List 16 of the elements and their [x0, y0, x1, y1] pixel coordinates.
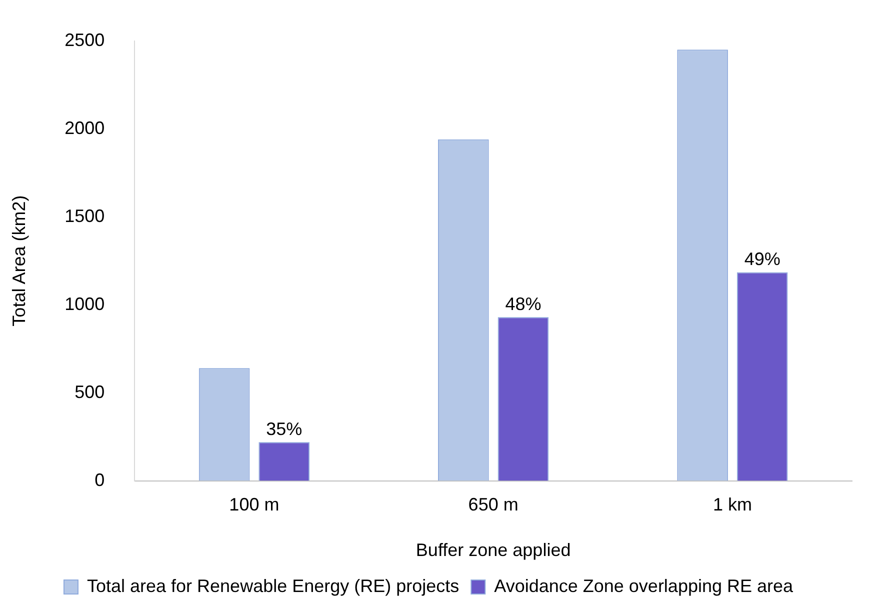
y-tick-label: 2500 [64, 30, 105, 50]
y-tick-label: 1500 [64, 206, 105, 226]
x-tick-label: 1 km [712, 494, 752, 515]
y-tick-label: 2000 [64, 118, 105, 138]
y-tick-label: 500 [74, 382, 105, 402]
legend-label: Total area for Renewable Energy (RE) projects [86, 576, 460, 596]
annotation: 35% [266, 419, 302, 440]
x-tick-label: 100 m [229, 494, 280, 515]
legend-label: Avoidance Zone overlapping RE area [494, 576, 794, 596]
annotation: 49% [744, 249, 780, 270]
y-axis-title: Total Area (km2) [8, 195, 29, 326]
annotation: 48% [505, 294, 542, 314]
x-axis-title: Buffer zone applied [416, 540, 571, 560]
x-tick-label: 650 m [468, 494, 518, 515]
y-tick-label: 0 [94, 470, 105, 490]
y-tick-label: 1000 [64, 294, 105, 314]
